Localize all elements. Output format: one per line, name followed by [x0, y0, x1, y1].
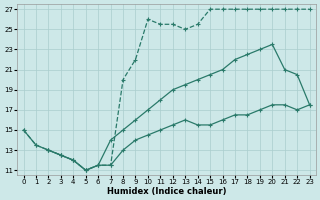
X-axis label: Humidex (Indice chaleur): Humidex (Indice chaleur)	[107, 187, 226, 196]
